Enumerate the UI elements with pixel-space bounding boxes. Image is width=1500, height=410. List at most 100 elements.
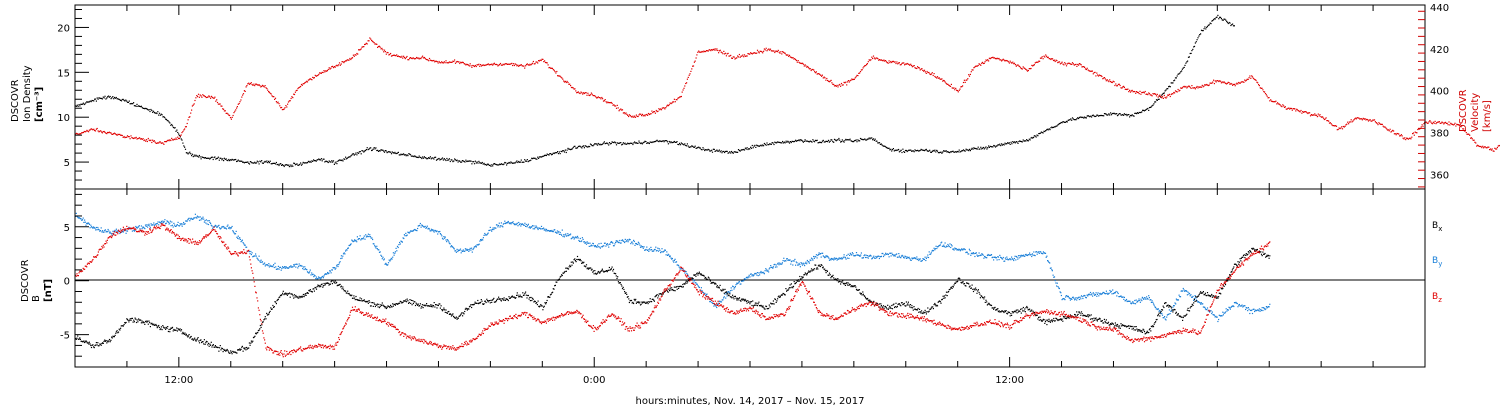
velocity-point bbox=[758, 52, 760, 54]
velocity-point bbox=[803, 65, 805, 67]
ion-density-point bbox=[179, 136, 181, 138]
ion-density-point bbox=[766, 142, 768, 144]
ion-density-point bbox=[1082, 116, 1084, 118]
velocity-point bbox=[158, 142, 160, 144]
by-point bbox=[428, 228, 430, 230]
by-point bbox=[260, 259, 262, 261]
ion-density-point bbox=[1106, 114, 1108, 116]
ion-density-point bbox=[970, 148, 972, 150]
velocity-point bbox=[1338, 127, 1340, 129]
ion-density-point bbox=[1154, 101, 1156, 103]
by-point bbox=[1219, 315, 1221, 317]
by-point bbox=[140, 225, 142, 227]
velocity-point bbox=[1052, 59, 1055, 62]
velocity-point bbox=[209, 96, 211, 98]
ion-density-point bbox=[782, 140, 784, 143]
velocity-point bbox=[977, 64, 979, 67]
ion-density-point bbox=[627, 142, 629, 144]
velocity-point bbox=[874, 58, 876, 60]
velocity-point bbox=[397, 55, 399, 57]
by-point bbox=[1103, 292, 1105, 294]
velocity-point bbox=[414, 58, 416, 60]
ion-density-point bbox=[1068, 119, 1070, 121]
velocity-point bbox=[222, 108, 224, 110]
velocity-point bbox=[827, 80, 830, 82]
velocity-point bbox=[553, 69, 555, 71]
ion-density-point bbox=[300, 164, 303, 166]
velocity-point bbox=[996, 57, 998, 59]
velocity-point bbox=[993, 57, 995, 59]
by-point bbox=[200, 219, 202, 221]
velocity-point bbox=[392, 54, 394, 56]
ion-density-point bbox=[1080, 116, 1082, 118]
velocity-point bbox=[290, 97, 292, 100]
by-point bbox=[1038, 252, 1040, 254]
ion-density-point bbox=[936, 150, 939, 152]
velocity-point bbox=[794, 58, 796, 60]
ion-density-point bbox=[1187, 56, 1190, 58]
by-point bbox=[917, 258, 919, 260]
ion-density-point bbox=[1129, 116, 1131, 118]
ion-density-point bbox=[936, 149, 938, 151]
velocity-point bbox=[160, 142, 162, 144]
velocity-point bbox=[474, 64, 476, 67]
by-point bbox=[934, 249, 936, 251]
by-point bbox=[214, 225, 216, 227]
by-point bbox=[728, 291, 730, 293]
velocity-point bbox=[287, 101, 290, 103]
by-point bbox=[270, 265, 272, 267]
bx-point bbox=[75, 338, 77, 340]
by-point bbox=[1269, 303, 1271, 305]
ion-density-point bbox=[403, 153, 405, 155]
velocity-point bbox=[1496, 148, 1498, 150]
ion-density-point bbox=[86, 101, 88, 103]
velocity-point bbox=[1321, 116, 1323, 118]
by-point bbox=[855, 252, 858, 254]
velocity-point bbox=[117, 133, 119, 135]
velocity-point bbox=[250, 82, 252, 84]
velocity-point bbox=[567, 81, 569, 84]
ion-density-point bbox=[435, 156, 437, 158]
velocity-point bbox=[735, 57, 737, 59]
velocity-point bbox=[924, 71, 926, 73]
ion-density-point bbox=[119, 99, 121, 101]
ion-density-point bbox=[320, 158, 322, 160]
by-point bbox=[507, 221, 509, 223]
by-point bbox=[1209, 311, 1211, 313]
velocity-point bbox=[1174, 92, 1176, 94]
by-point bbox=[633, 240, 635, 243]
velocity-point bbox=[139, 138, 142, 140]
velocity-point bbox=[1400, 134, 1402, 136]
velocity-point bbox=[136, 138, 138, 140]
velocity-point bbox=[1309, 115, 1312, 117]
by-point bbox=[975, 252, 977, 254]
by-point bbox=[743, 280, 745, 282]
by-point bbox=[1137, 300, 1139, 303]
velocity-point bbox=[279, 105, 281, 107]
by-point bbox=[798, 262, 800, 264]
by-point bbox=[1249, 309, 1251, 311]
by-point bbox=[432, 230, 435, 232]
by-point bbox=[1017, 255, 1020, 257]
by-point bbox=[702, 291, 704, 293]
velocity-point bbox=[368, 40, 370, 42]
by-point bbox=[144, 228, 146, 230]
velocity-point bbox=[465, 64, 467, 66]
velocity-point bbox=[358, 49, 360, 51]
velocity-point bbox=[416, 56, 418, 59]
by-point bbox=[957, 249, 959, 251]
velocity-point bbox=[452, 60, 454, 62]
ion-density-point bbox=[619, 142, 621, 144]
by-point bbox=[591, 245, 593, 247]
ion-density-point bbox=[440, 158, 442, 160]
by-point bbox=[373, 243, 375, 245]
by-point bbox=[138, 225, 140, 227]
ion-density-point bbox=[438, 157, 440, 160]
ion-density-point bbox=[1032, 137, 1034, 139]
velocity-point bbox=[1090, 70, 1092, 72]
by-point bbox=[778, 264, 780, 266]
velocity-point bbox=[367, 40, 369, 42]
ion-density-point bbox=[669, 142, 671, 144]
velocity-point bbox=[1449, 124, 1451, 126]
ion-density-point bbox=[741, 149, 743, 151]
